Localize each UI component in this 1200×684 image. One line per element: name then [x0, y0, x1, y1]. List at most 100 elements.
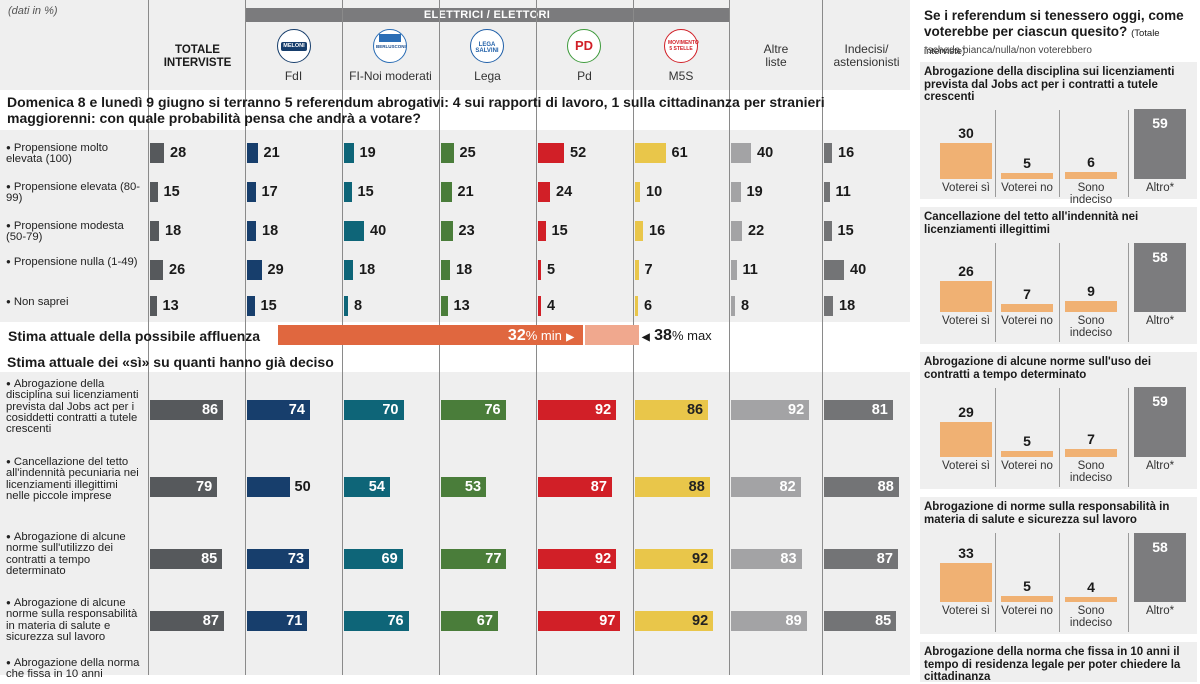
answer-bar [1001, 173, 1053, 179]
answer-value: 5 [1023, 155, 1031, 172]
bar-altre [731, 549, 802, 569]
bar-value: 92 [692, 551, 709, 567]
bar-value: 73 [287, 551, 305, 567]
bar-value: 83 [780, 551, 797, 567]
column-separator [148, 0, 149, 675]
bar-cell-pd: 92 [538, 549, 635, 569]
answer-category: Altro* [1145, 315, 1175, 327]
answer-value: 26 [958, 263, 974, 280]
header-totale: TOTALE INTERVISTE [163, 44, 232, 69]
bar-cell-totale: 85 [150, 549, 247, 569]
bullet-icon: ● [6, 257, 11, 266]
answer-category: Sono indeciso [1069, 605, 1113, 629]
answer-value: 58 [1152, 538, 1168, 555]
lega-logo: LEGA SALVINI [470, 29, 504, 63]
bullet-icon: ● [6, 658, 11, 667]
answer-value: 7 [1023, 285, 1031, 302]
bar-cell-indecisi: 18 [824, 296, 921, 316]
bar-m5s [635, 611, 714, 631]
bar-pd [538, 221, 546, 241]
bar-value: 89 [785, 613, 802, 629]
answer-category: Altro* [1145, 460, 1175, 472]
bar-cell-totale: 86 [150, 400, 247, 420]
panel-divider [1128, 110, 1129, 197]
bar-fi [344, 143, 354, 163]
bar-value: 76 [484, 402, 501, 418]
bar-cell-m5s: 10 [635, 182, 732, 202]
bar-value: 28 [170, 145, 187, 161]
answer-bar [1065, 448, 1117, 457]
bullet-icon: ● [6, 532, 11, 541]
row-label-text: Abrogazione della disciplina sui licenzi… [6, 378, 139, 436]
panel-divider [995, 533, 996, 632]
bar-pd [538, 182, 550, 202]
answer-bar [1134, 108, 1186, 179]
bar-cell-pd: 24 [538, 182, 635, 202]
row-label-text: Propensione elevata (80-99) [6, 181, 141, 205]
bar-value: 24 [556, 184, 573, 200]
bar-cell-lega: 13 [441, 296, 538, 316]
affluenza-min-text: 32% min ▶ [440, 327, 574, 345]
answer-bar [1001, 451, 1053, 457]
bar-cell-indecisi: 11 [824, 182, 921, 202]
answer-value: 29 [958, 404, 974, 421]
bar-altre [731, 143, 751, 163]
bar-value: 25 [459, 145, 476, 161]
bar-totale [150, 221, 159, 241]
answer-category: Voterei sì [942, 460, 990, 472]
bar-m5s [635, 477, 710, 497]
bar-lega [441, 549, 507, 569]
bar-value: 19 [746, 184, 763, 200]
bar-indecisi [824, 549, 898, 569]
bullet-icon: ● [6, 143, 11, 152]
fi-logo-text: BERLUSCONI [376, 44, 406, 49]
bar-value: 79 [196, 479, 213, 495]
header-pd: Pd [577, 69, 592, 83]
answer-category: Voterei no [1001, 605, 1053, 617]
bar-value: 92 [595, 402, 612, 418]
bar-pd [538, 400, 617, 420]
column-separator [245, 0, 246, 675]
bar-lega [441, 260, 450, 280]
bar-value: 23 [458, 223, 475, 239]
answer-category: Sono indeciso [1069, 315, 1113, 339]
bar-totale [150, 611, 224, 631]
question-panel: Abrogazione della norma che fissa in 10 … [920, 642, 1197, 683]
bullet-icon: ● [6, 379, 11, 388]
bar-lega [441, 221, 453, 241]
bar-value: 88 [688, 479, 705, 495]
bar-cell-m5s: 16 [635, 221, 732, 241]
bar-fdi [247, 611, 308, 631]
bar-indecisi [824, 296, 833, 316]
panel-title: Abrogazione della disciplina sui licenzi… [924, 66, 1175, 103]
bar-altre [731, 260, 737, 280]
row-label: ● Abrogazione di alcune norme sulla respo… [6, 597, 144, 643]
bar-indecisi [824, 182, 830, 202]
bar-pd [538, 143, 564, 163]
answer-bar [1065, 301, 1117, 312]
header-m5s: M5S [668, 69, 694, 83]
bar-cell-fdi: 17 [247, 182, 344, 202]
bar-cell-indecisi: 87 [824, 549, 921, 569]
bar-value: 16 [649, 223, 666, 239]
bar-cell-indecisi: 40 [824, 260, 921, 280]
bar-value: 22 [748, 223, 765, 239]
bar-value: 8 [354, 298, 363, 314]
bar-value: 5 [547, 262, 556, 278]
section2-title: Stima attuale dei «sì» su quanti hanno g… [7, 354, 334, 370]
bar-cell-indecisi: 81 [824, 400, 921, 420]
bar-cell-m5s: 61 [635, 143, 732, 163]
answer-bar [1001, 303, 1053, 312]
answer-category: Voterei no [1001, 315, 1053, 327]
bar-value: 97 [599, 613, 616, 629]
panel-divider [1059, 110, 1060, 197]
bar-cell-fdi: 18 [247, 221, 344, 241]
answer-value: 5 [1023, 578, 1031, 595]
bar-cell-lega: 23 [441, 221, 538, 241]
bar-indecisi [824, 143, 832, 163]
affluenza-max-bar [585, 325, 639, 345]
affluenza-min-value: 32 [507, 327, 526, 344]
answer-bar [940, 422, 992, 457]
bar-cell-m5s: 7 [635, 260, 732, 280]
bar-cell-altre: 11 [731, 260, 828, 280]
